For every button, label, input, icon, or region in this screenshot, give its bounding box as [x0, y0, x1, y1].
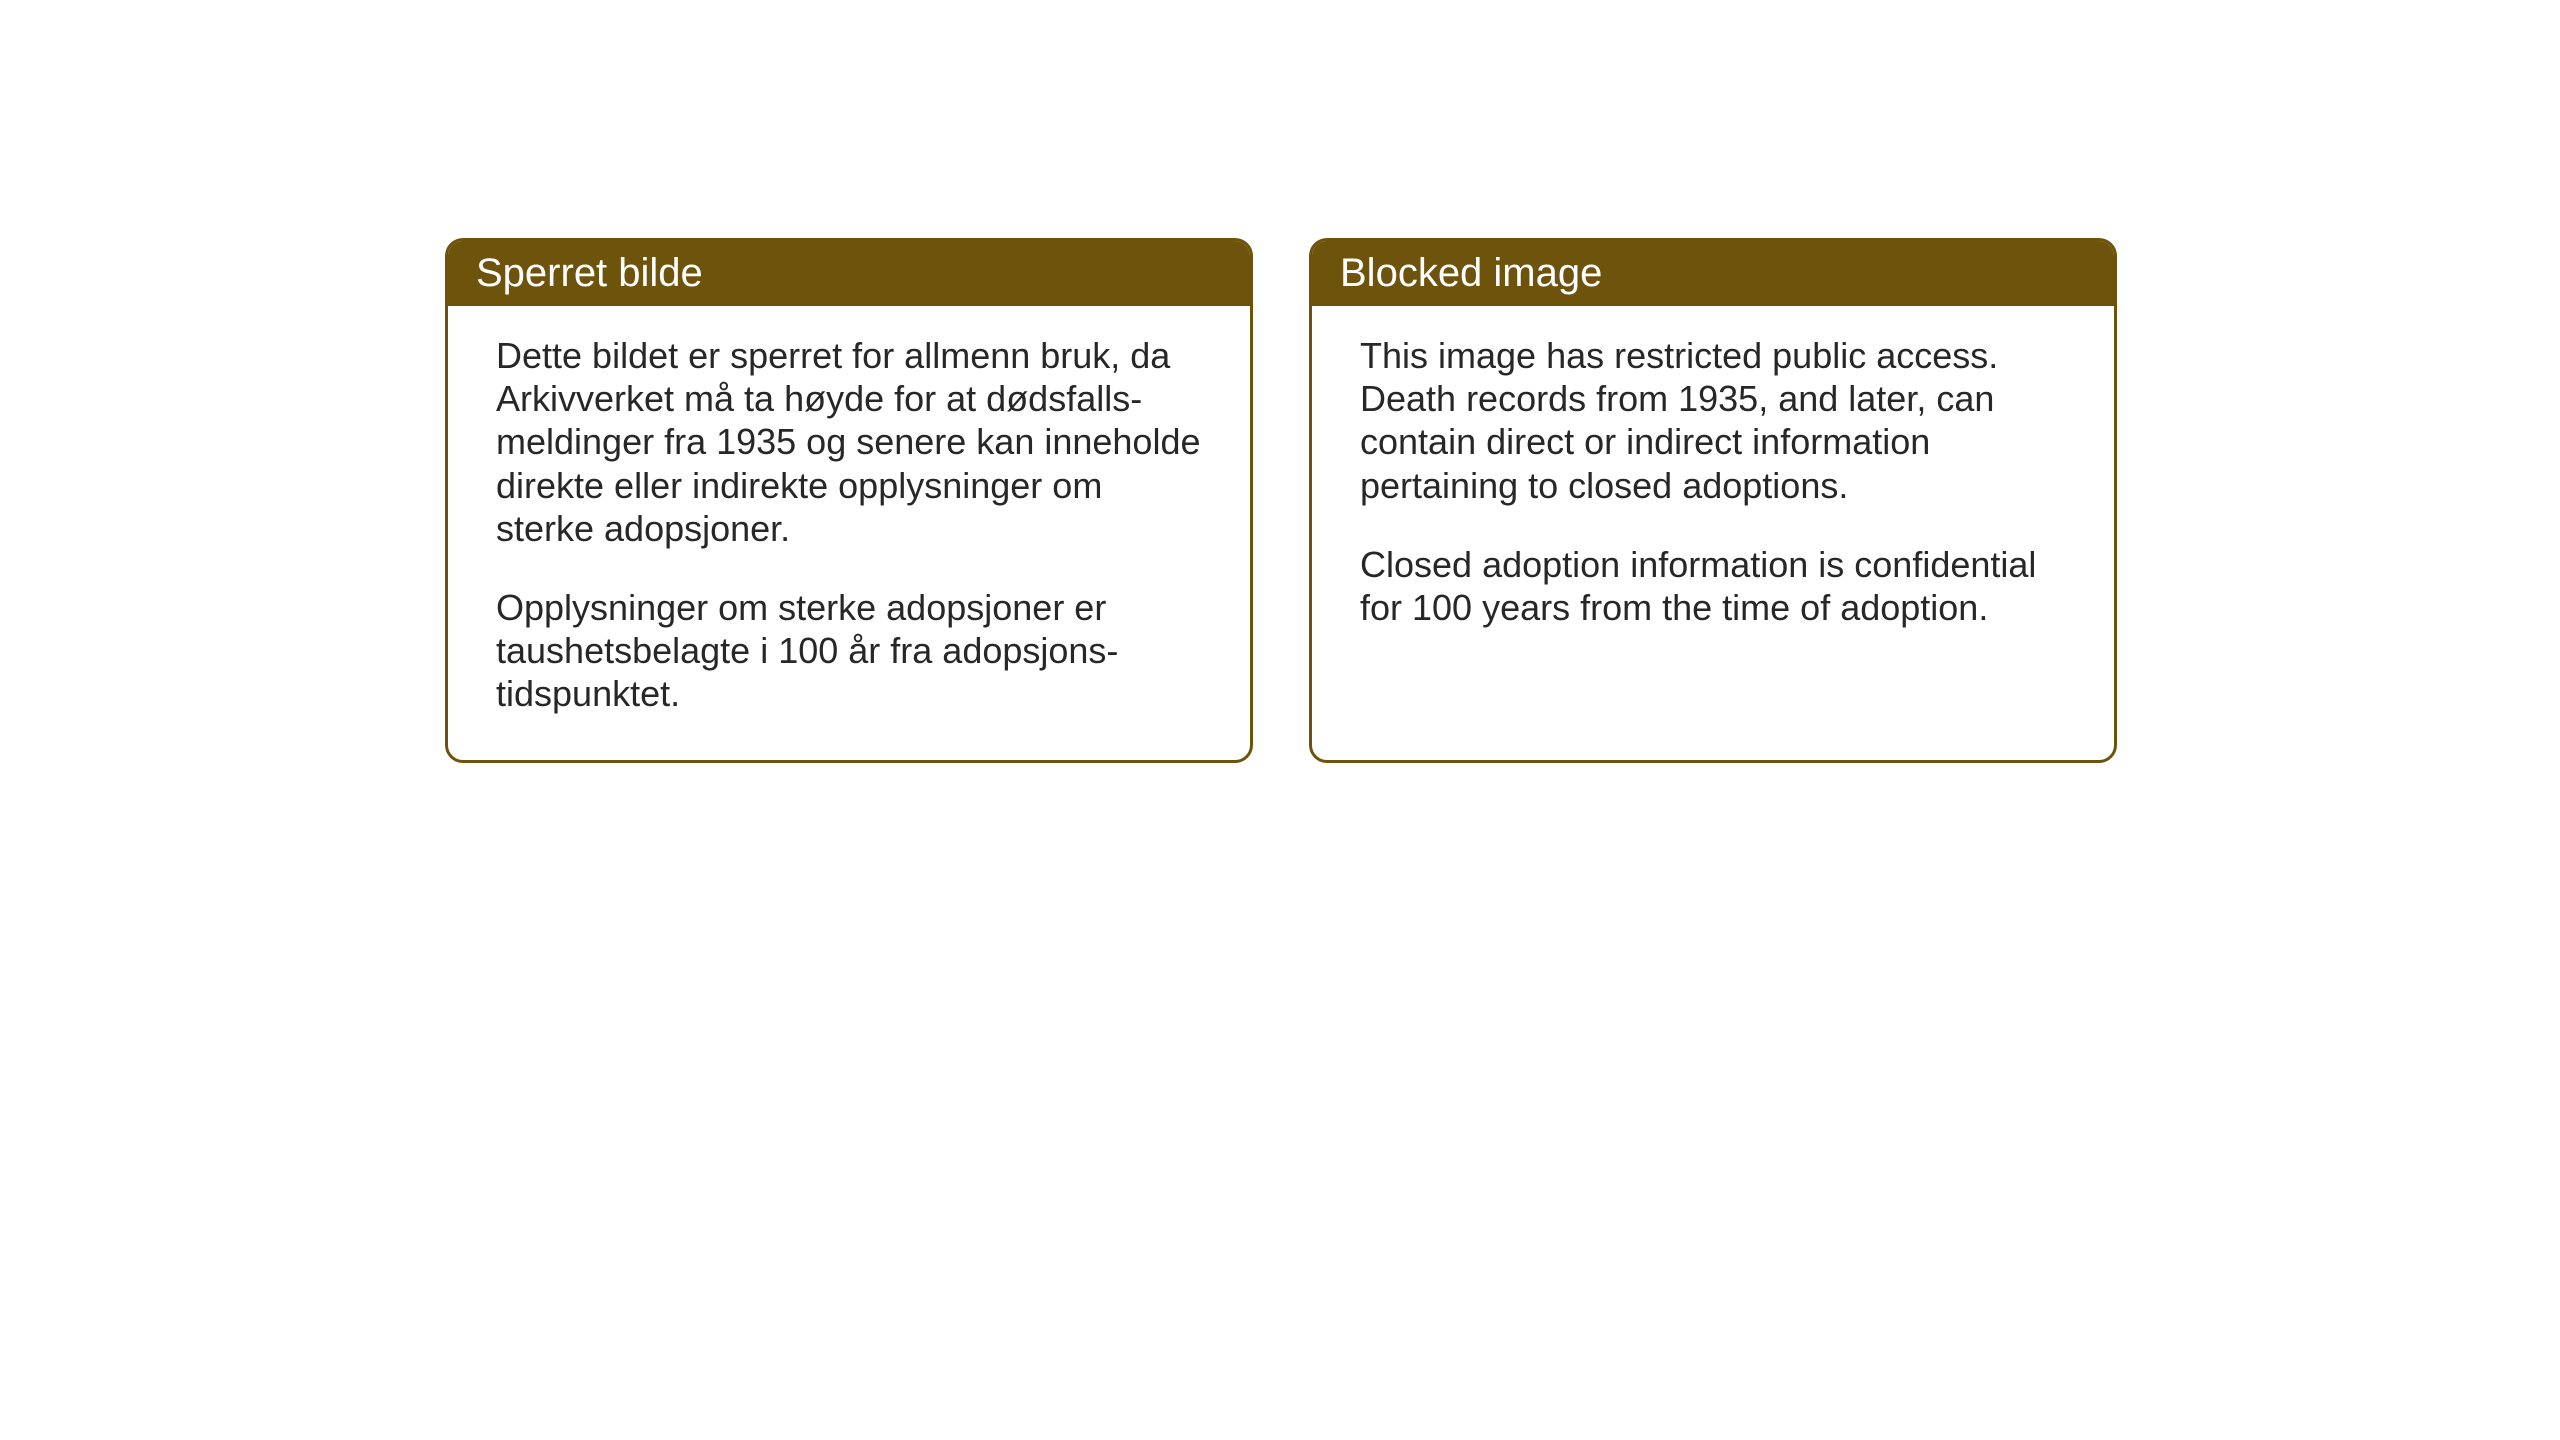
notice-body-norwegian: Dette bildet er sperret for allmenn bruk…: [448, 306, 1250, 760]
notice-paragraph-2-english: Closed adoption information is confident…: [1360, 543, 2066, 629]
notice-box-english: Blocked image This image has restricted …: [1309, 238, 2117, 763]
notice-header-norwegian: Sperret bilde: [448, 241, 1250, 306]
notice-paragraph-1-norwegian: Dette bildet er sperret for allmenn bruk…: [496, 334, 1202, 550]
notice-header-english: Blocked image: [1312, 241, 2114, 306]
notice-paragraph-2-norwegian: Opplysninger om sterke adopsjoner er tau…: [496, 586, 1202, 716]
notice-container: Sperret bilde Dette bildet er sperret fo…: [445, 238, 2117, 763]
notice-paragraph-1-english: This image has restricted public access.…: [1360, 334, 2066, 507]
notice-box-norwegian: Sperret bilde Dette bildet er sperret fo…: [445, 238, 1253, 763]
notice-body-english: This image has restricted public access.…: [1312, 306, 2114, 673]
